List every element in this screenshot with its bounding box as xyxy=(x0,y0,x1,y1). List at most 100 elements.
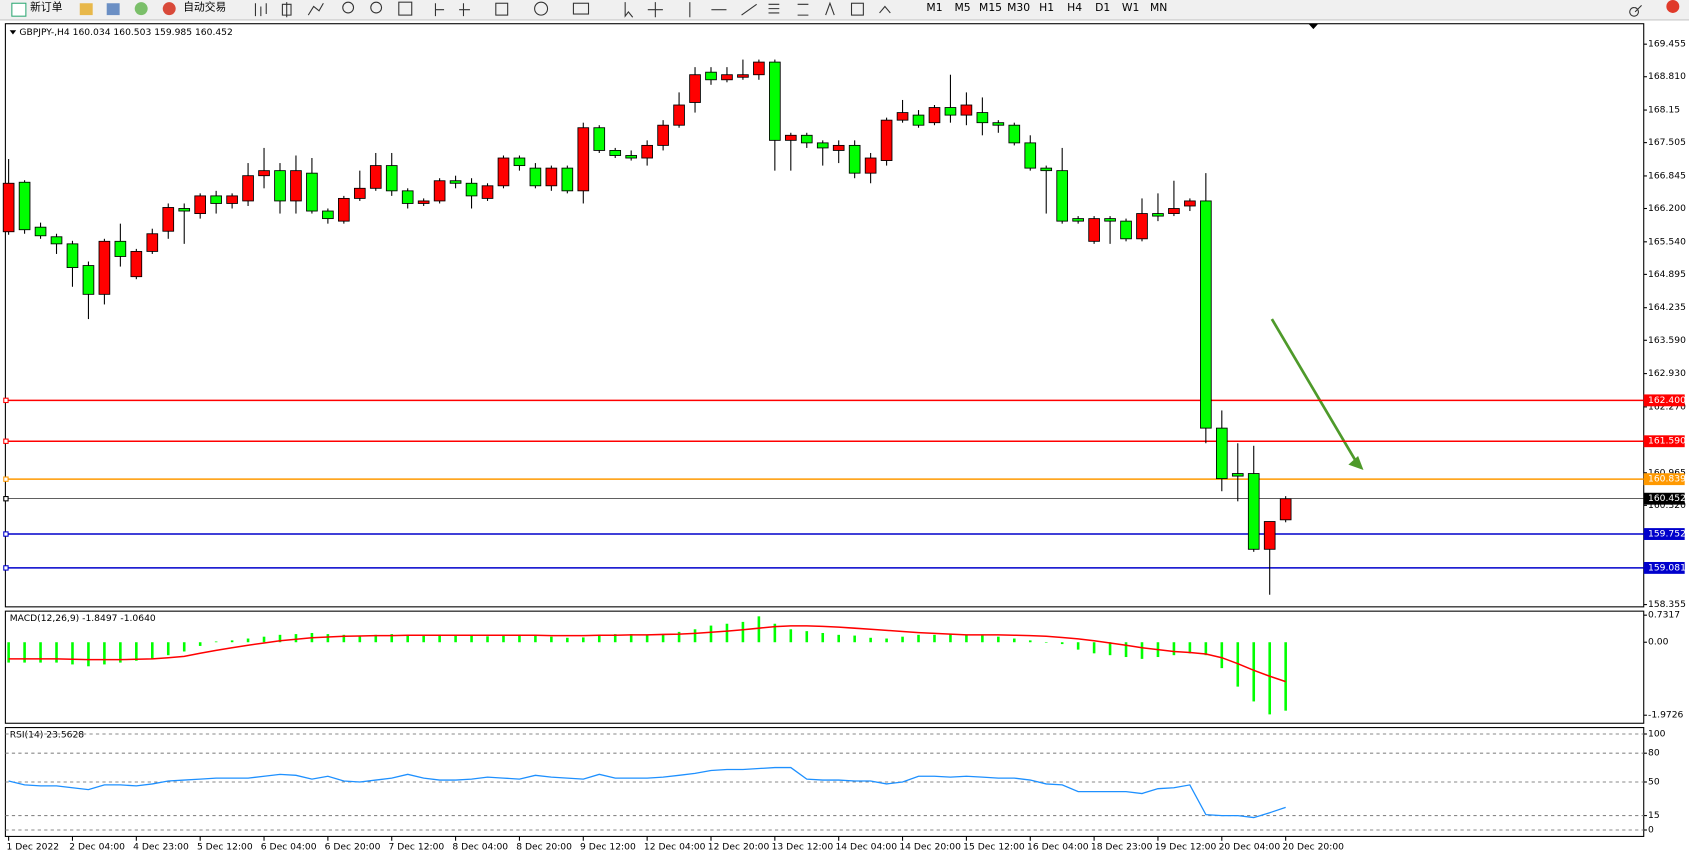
search-icon[interactable] xyxy=(1629,5,1642,17)
candle-body xyxy=(1279,498,1292,521)
macd-bar xyxy=(613,634,617,643)
x-tick-label: 7 Dec 12:00 xyxy=(389,842,445,853)
timeframe-button[interactable]: M30 xyxy=(1007,1,1030,14)
new-order-icon[interactable] xyxy=(11,2,27,17)
timeframe-group: M1 M5 M15 M30 H1 H4 D1 W1 MN xyxy=(926,1,1167,14)
macd-bar xyxy=(294,634,298,643)
tool-icon[interactable] xyxy=(106,3,120,16)
tool-icon[interactable] xyxy=(134,2,148,16)
y-tick-label: 168.810 xyxy=(1648,71,1686,82)
tool-icon[interactable] xyxy=(307,2,324,16)
candle-body xyxy=(960,104,973,116)
period-icon[interactable] xyxy=(534,1,549,16)
macd-bar xyxy=(837,634,840,643)
macd-bar xyxy=(1204,642,1208,656)
timeframe-button[interactable]: D1 xyxy=(1095,1,1110,14)
cursor-icon[interactable] xyxy=(624,2,634,18)
macd-bar xyxy=(198,642,202,646)
text-icon[interactable] xyxy=(825,1,835,16)
tool-icon[interactable] xyxy=(434,3,445,17)
candle-body xyxy=(481,185,494,199)
zoom-in-icon[interactable] xyxy=(342,1,355,14)
level-label: 162.400 xyxy=(1648,395,1686,406)
timeframe-button[interactable]: H4 xyxy=(1067,1,1082,14)
indicator-icon[interactable] xyxy=(495,2,509,16)
level-label: 159.752 xyxy=(1648,529,1686,540)
candle-body xyxy=(82,265,95,295)
candle-body xyxy=(832,144,845,151)
timeframe-button[interactable]: W1 xyxy=(1122,1,1140,14)
candle-body xyxy=(1247,473,1260,550)
timeframe-button[interactable]: M5 xyxy=(954,1,970,14)
candle-body xyxy=(2,182,15,233)
macd-bar xyxy=(645,634,649,643)
timeframe-button[interactable]: M1 xyxy=(926,1,942,14)
new-order-button[interactable]: 新订单 xyxy=(30,1,63,14)
macd-bar xyxy=(885,638,888,643)
macd-bar xyxy=(917,634,920,643)
macd-bar xyxy=(1108,642,1112,656)
y-tick-label: 160.320 xyxy=(1648,500,1686,511)
macd-bar xyxy=(693,629,697,643)
trendline-icon[interactable] xyxy=(741,3,757,16)
candle-body xyxy=(258,170,270,177)
candle-body xyxy=(1056,170,1069,222)
candle-body xyxy=(1088,218,1100,242)
tile-icon[interactable] xyxy=(398,1,413,16)
timeframe-button[interactable]: MN xyxy=(1150,1,1167,14)
candle-body xyxy=(737,74,749,78)
arrow-icon[interactable] xyxy=(879,5,891,14)
tool-icon[interactable] xyxy=(254,3,267,17)
x-tick-label: 14 Dec 04:00 xyxy=(835,842,897,853)
y-tick-label: 100 xyxy=(1648,728,1666,739)
macd-bar xyxy=(677,631,681,643)
macd-bar xyxy=(246,638,250,643)
auto-trade-button[interactable]: 自动交易 xyxy=(183,1,226,14)
candle-body xyxy=(1120,220,1132,240)
macd-bar xyxy=(166,642,170,656)
candle-body xyxy=(34,226,47,237)
macd-bar xyxy=(997,636,1000,643)
x-tick-label: 12 Dec 20:00 xyxy=(708,842,770,853)
candle-body xyxy=(338,197,350,222)
symbol-menu-marker xyxy=(9,30,17,35)
candle-body xyxy=(18,181,31,231)
tool-icon[interactable] xyxy=(281,2,292,18)
level-handle xyxy=(3,565,9,571)
macd-bar xyxy=(342,634,346,643)
candle-body xyxy=(98,240,111,295)
crosshair-icon[interactable] xyxy=(647,2,663,18)
candle-body xyxy=(561,167,574,192)
candle-body xyxy=(433,180,446,202)
macd-bar xyxy=(581,637,585,643)
auto-trade-icon[interactable] xyxy=(162,2,176,16)
level-label: 160.839 xyxy=(1648,474,1686,485)
channel-icon[interactable] xyxy=(768,3,780,14)
macd-bar xyxy=(757,616,761,643)
y-tick-label: 50 xyxy=(1648,776,1660,787)
x-tick-label: 8 Dec 20:00 xyxy=(516,842,572,853)
label-icon[interactable] xyxy=(850,2,864,16)
fibo-icon[interactable] xyxy=(797,3,809,16)
x-tick-label: 2 Dec 04:00 xyxy=(69,842,125,853)
candle-body xyxy=(146,233,159,252)
chart-title: GBPJPY-,H4 160.034 160.503 159.985 160.4… xyxy=(19,27,232,38)
macd-bar xyxy=(7,642,10,663)
tool-icon[interactable] xyxy=(459,3,470,17)
timeframe-button[interactable]: H1 xyxy=(1039,1,1054,14)
candle-body xyxy=(130,250,143,278)
zoom-out-icon[interactable] xyxy=(370,1,383,14)
notification-badge[interactable] xyxy=(1666,0,1680,13)
tool-icon[interactable] xyxy=(79,3,93,16)
macd-bar xyxy=(1092,642,1096,654)
candle-body xyxy=(353,187,366,199)
macd-bar xyxy=(422,635,425,643)
timeframe-button[interactable]: M15 xyxy=(979,1,1002,14)
template-icon[interactable] xyxy=(572,2,590,15)
candle-body xyxy=(1024,142,1037,169)
level-label-bg xyxy=(1643,528,1685,540)
candle-body xyxy=(322,210,334,220)
candle-body xyxy=(912,114,925,126)
macd-signal-line xyxy=(8,625,1286,683)
